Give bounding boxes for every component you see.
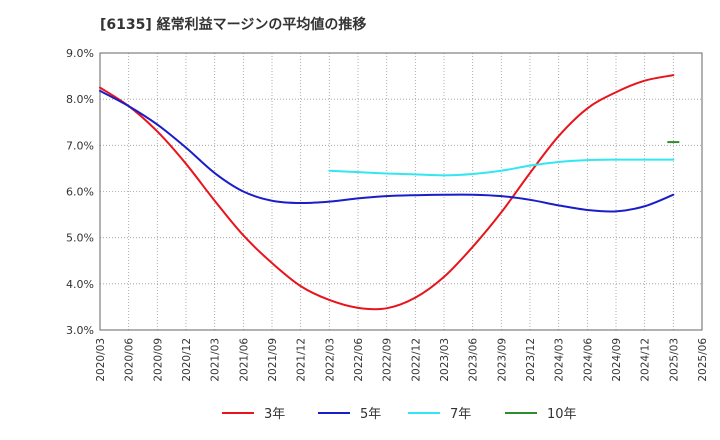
x-tick-label: 2023/06: [468, 338, 480, 382]
x-tick-label: 2023/12: [525, 338, 537, 382]
y-tick-label: 8.0%: [66, 93, 94, 106]
chart-title: [6135] 経常利益マージンの平均値の推移: [100, 17, 367, 33]
legend-label: 5年: [360, 407, 381, 422]
x-tick-label: 2024/06: [582, 338, 594, 382]
series-line-2: [99, 89, 675, 213]
x-tick-label: 2024/09: [611, 338, 623, 382]
legend: 3年 5年 7年 10年: [222, 407, 577, 422]
x-tick-label: 2023/03: [439, 338, 451, 382]
x-tick-label: 2021/06: [238, 338, 250, 382]
x-tick-label: 2022/06: [353, 338, 365, 382]
x-tick-label: 2025/06: [697, 338, 709, 382]
x-tick-label: 2023/09: [496, 338, 508, 382]
x-tick-label: 2022/09: [382, 338, 394, 382]
x-axis-ticks: 2020/03 2020/06 2020/09 2020/12 2021/03 2021/…: [95, 338, 709, 382]
x-tick-label: 2022/12: [410, 338, 422, 382]
plot-frame: [99, 52, 703, 331]
series-line-3: [328, 158, 675, 177]
x-tick-label: 2021/12: [296, 338, 308, 382]
y-tick-label: 6.0%: [66, 186, 94, 199]
x-tick-label: 2021/03: [210, 338, 222, 382]
x-tick-label: 2020/09: [152, 338, 164, 382]
y-tick-label: 7.0%: [66, 139, 94, 152]
x-tick-label: 2025/03: [668, 338, 680, 382]
x-tick-label: 2020/06: [124, 338, 136, 382]
y-axis-ticks: 3.0% 4.0% 5.0% 6.0% 7.0% 8.0% 9.0%: [66, 47, 94, 337]
x-tick-label: 2020/12: [181, 338, 193, 382]
x-tick-label: 2020/03: [95, 338, 107, 382]
y-tick-label: 4.0%: [66, 278, 94, 291]
legend-label: 7年: [450, 407, 471, 422]
x-tick-label: 2024/12: [640, 338, 652, 382]
x-tick-label: 2021/09: [267, 338, 279, 382]
y-tick-label: 9.0%: [66, 47, 94, 60]
y-tick-label: 5.0%: [66, 232, 94, 245]
series-lines: [99, 74, 680, 311]
x-tick-label: 2022/03: [324, 338, 336, 382]
y-tick-label: 3.0%: [66, 324, 94, 337]
x-tick-label: 2024/03: [554, 338, 566, 382]
series-line-1: [99, 74, 675, 311]
legend-label: 10年: [547, 407, 577, 422]
legend-label: 3年: [264, 407, 285, 422]
